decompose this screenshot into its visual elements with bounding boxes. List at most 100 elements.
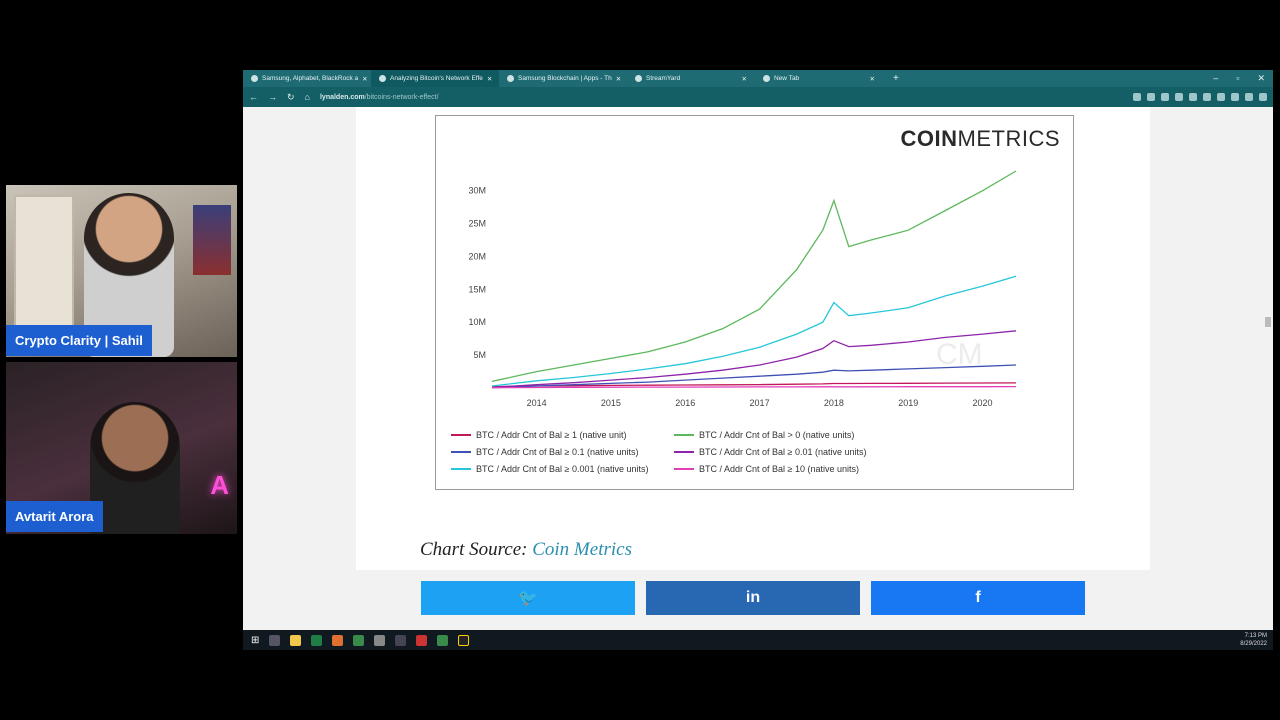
y-tick-label: 5M	[473, 350, 486, 360]
browser-tab[interactable]: New Tab ✕	[755, 70, 883, 87]
address-bar: ← → ↻ ⌂ lynalden.com/bitcoins-network-ef…	[243, 87, 1273, 107]
twitter-icon: 🐦	[518, 590, 538, 607]
tab-favicon-icon	[635, 75, 642, 82]
bookmark-star-icon[interactable]	[1161, 93, 1169, 101]
extension-icon[interactable]	[1217, 93, 1225, 101]
linkedin-icon: in	[745, 589, 761, 606]
legend-label: BTC / Addr Cnt of Bal ≥ 0.01 (native uni…	[699, 447, 867, 457]
share-icon[interactable]	[1147, 93, 1155, 101]
windows-taskbar: ⊞ 7:13 PM 8/29/2022	[243, 630, 1273, 650]
linkedin-share-button[interactable]: in	[646, 581, 860, 615]
settings-icon[interactable]	[374, 634, 386, 646]
facebook-share-button[interactable]: f	[871, 581, 1085, 615]
reload-icon[interactable]: ↻	[287, 91, 295, 102]
twitter-share-button[interactable]: 🐦	[421, 581, 635, 615]
x-tick-label: 2019	[898, 398, 918, 408]
back-icon[interactable]: ←	[249, 92, 258, 102]
zoom-icon[interactable]	[1133, 93, 1141, 101]
extension-icons	[1133, 93, 1267, 101]
legend-label: BTC / Addr Cnt of Bal ≥ 0.1 (native unit…	[476, 447, 639, 457]
series-line	[491, 170, 1017, 383]
speaker-name-tag: Avtarit Arora	[6, 501, 103, 532]
x-tick-label: 2016	[675, 398, 695, 408]
legend-label: BTC / Addr Cnt of Bal ≥ 1 (native unit)	[476, 430, 627, 440]
y-tick-label: 30M	[468, 186, 486, 196]
legend-label: BTC / Addr Cnt of Bal ≥ 0.001 (native un…	[476, 464, 649, 474]
app-icon[interactable]	[395, 634, 407, 646]
extensions-puzzle-icon[interactable]	[1231, 93, 1239, 101]
browser-tab[interactable]: Samsung, Alphabet, BlackRock a ✕	[243, 70, 371, 87]
y-tick-label: 10M	[468, 317, 486, 327]
menu-kebab-icon[interactable]	[1259, 93, 1267, 101]
browser-window: Samsung, Alphabet, BlackRock a ✕ Analyzin…	[243, 70, 1273, 630]
chart-figure: COINMETRICS CM 5M 10M 15M 20M 25M 30M 2014 2015 2…	[435, 115, 1074, 490]
close-tab-icon[interactable]: ✕	[869, 75, 875, 83]
app-icon[interactable]	[332, 634, 344, 646]
browser-tab[interactable]: StreamYard ✕	[627, 70, 755, 87]
scrollbar-thumb[interactable]	[1265, 317, 1271, 327]
series-line	[491, 275, 1017, 387]
app-icon[interactable]	[458, 634, 470, 646]
series-line	[491, 364, 1017, 389]
y-tick-label: 25M	[468, 219, 486, 229]
legend-label: BTC / Addr Cnt of Bal ≥ 10 (native units…	[699, 464, 859, 474]
system-clock: 7:13 PM 8/29/2022	[1240, 633, 1267, 647]
web-page: COINMETRICS CM 5M 10M 15M 20M 25M 30M 2014 2015 2…	[243, 107, 1273, 630]
legend-label: BTC / Addr Cnt of Bal > 0 (native units)	[699, 430, 854, 440]
x-tick-label: 2017	[750, 398, 770, 408]
extension-icon[interactable]	[1189, 93, 1197, 101]
url-field[interactable]: lynalden.com/bitcoins-network-effect/	[319, 93, 439, 101]
tab-bar: Samsung, Alphabet, BlackRock a ✕ Analyzin…	[243, 70, 1273, 87]
extension-icon[interactable]	[1203, 93, 1211, 101]
speaker-video	[90, 402, 180, 534]
close-tab-icon[interactable]: ✕	[741, 75, 747, 83]
close-tab-icon[interactable]: ✕	[486, 75, 493, 83]
article-content: COINMETRICS CM 5M 10M 15M 20M 25M 30M 2014 2015 2…	[356, 107, 1150, 570]
profile-avatar-icon[interactable]	[1245, 93, 1253, 101]
browser-tab-active[interactable]: Analyzing Bitcoin's Network Effe ✕	[371, 70, 499, 87]
tab-favicon-icon	[507, 75, 514, 82]
coinmetrics-logo: COINMETRICS	[900, 126, 1060, 151]
browser-tab[interactable]: Samsung Blockchain | Apps - Th ✕	[499, 70, 627, 87]
extension-icon[interactable]	[1175, 93, 1183, 101]
chrome-icon[interactable]	[437, 634, 449, 646]
close-tab-icon[interactable]: ✕	[362, 75, 368, 83]
tab-favicon-icon	[251, 75, 258, 82]
chart-source: Chart Source: Coin Metrics	[420, 539, 632, 560]
chart-watermark: CM	[936, 338, 983, 371]
x-tick-label: 2015	[601, 398, 621, 408]
x-tick-label: 2018	[824, 398, 844, 408]
neon-sign: A	[210, 470, 229, 500]
app-icon[interactable]	[416, 634, 428, 646]
task-view-icon[interactable]	[269, 634, 281, 646]
facebook-icon: f	[975, 589, 981, 606]
series-line	[491, 385, 1017, 389]
bookshelf	[14, 195, 74, 335]
series-line	[491, 330, 1017, 388]
y-tick-label: 15M	[468, 284, 486, 294]
window-controls: – ▫ ✕	[1213, 73, 1273, 84]
speaker-name-tag: Crypto Clarity | Sahil	[6, 325, 152, 356]
chrome-icon[interactable]	[353, 634, 365, 646]
coin-metrics-link[interactable]: Coin Metrics	[532, 539, 632, 560]
x-tick-label: 2020	[973, 398, 993, 408]
webcam-avtarit: A	[6, 362, 237, 534]
close-window-icon[interactable]: ✕	[1257, 73, 1265, 83]
maximize-icon[interactable]: ▫	[1236, 73, 1240, 83]
file-explorer-icon[interactable]	[290, 634, 302, 646]
excel-icon[interactable]	[311, 634, 323, 646]
home-icon[interactable]: ⌂	[304, 92, 310, 102]
tab-favicon-icon	[763, 75, 770, 82]
new-tab-button[interactable]: +	[893, 73, 899, 84]
tab-favicon-icon	[379, 75, 386, 82]
series-line	[491, 382, 1017, 388]
x-tick-label: 2014	[527, 398, 547, 408]
forward-icon[interactable]: →	[268, 92, 277, 102]
minimize-icon[interactable]: –	[1213, 73, 1219, 83]
close-tab-icon[interactable]: ✕	[615, 75, 622, 83]
wall-poster	[193, 205, 231, 275]
windows-start-icon[interactable]: ⊞	[251, 634, 260, 646]
y-tick-label: 20M	[468, 251, 486, 261]
line-chart: CM 5M 10M 15M 20M 25M 30M 2014 2015 2016 2017 2018 2…	[451, 170, 1017, 474]
